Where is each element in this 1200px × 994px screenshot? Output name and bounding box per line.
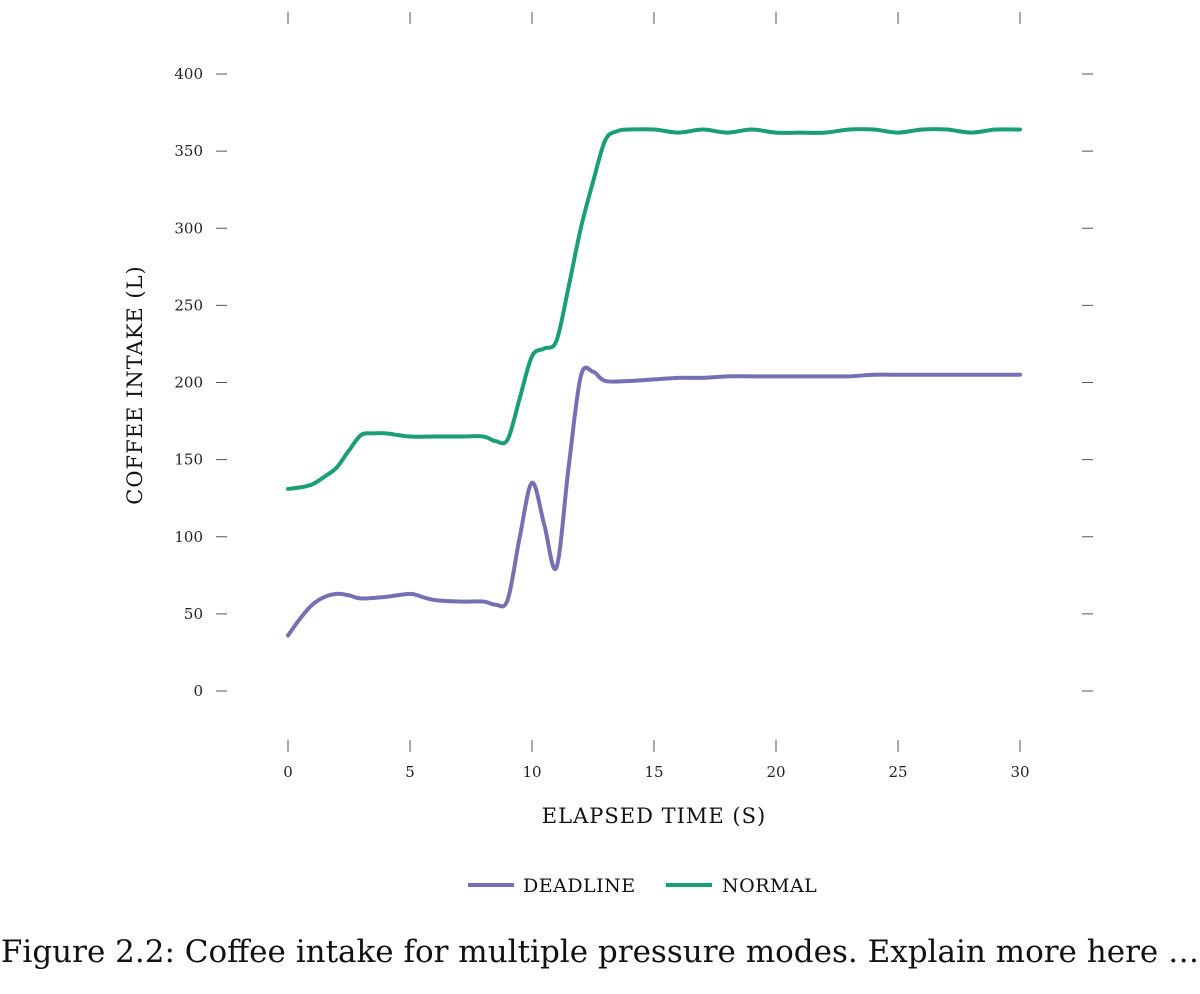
x-tick-label: 0	[283, 763, 293, 781]
x-tick-label: 15	[644, 763, 663, 781]
y-tick-label: 50	[184, 605, 203, 623]
y-axis-title: COFFEE INTAKE (L)	[123, 265, 147, 504]
x-tick-label: 30	[1010, 763, 1029, 781]
x-tick-label: 25	[888, 763, 907, 781]
x-tick-label: 5	[405, 763, 415, 781]
y-tick-label: 0	[193, 682, 203, 700]
legend: DEADLINE NORMAL	[468, 875, 817, 897]
x-tick-label: 10	[522, 763, 541, 781]
y-tick-label: 400	[174, 65, 203, 83]
series-line-normal	[286, 127, 1022, 491]
y-tick-label: 350	[174, 142, 203, 160]
series-lines	[286, 127, 1022, 638]
x-tick-label: 20	[766, 763, 785, 781]
axis-ticks	[216, 12, 1093, 752]
series-line-deadline	[286, 365, 1022, 638]
legend-label-deadline: DEADLINE	[523, 875, 636, 897]
legend-label-normal: NORMAL	[722, 875, 817, 897]
y-tick-label: 250	[174, 296, 203, 314]
x-axis-title: ELAPSED TIME (S)	[542, 804, 766, 828]
y-tick-label: 300	[174, 219, 203, 237]
y-tick-label: 100	[174, 528, 203, 546]
y-tick-label: 150	[174, 451, 203, 469]
y-tick-label: 200	[174, 374, 203, 392]
figure-caption: Figure 2.2: Coffee intake for multiple p…	[0, 934, 1200, 970]
